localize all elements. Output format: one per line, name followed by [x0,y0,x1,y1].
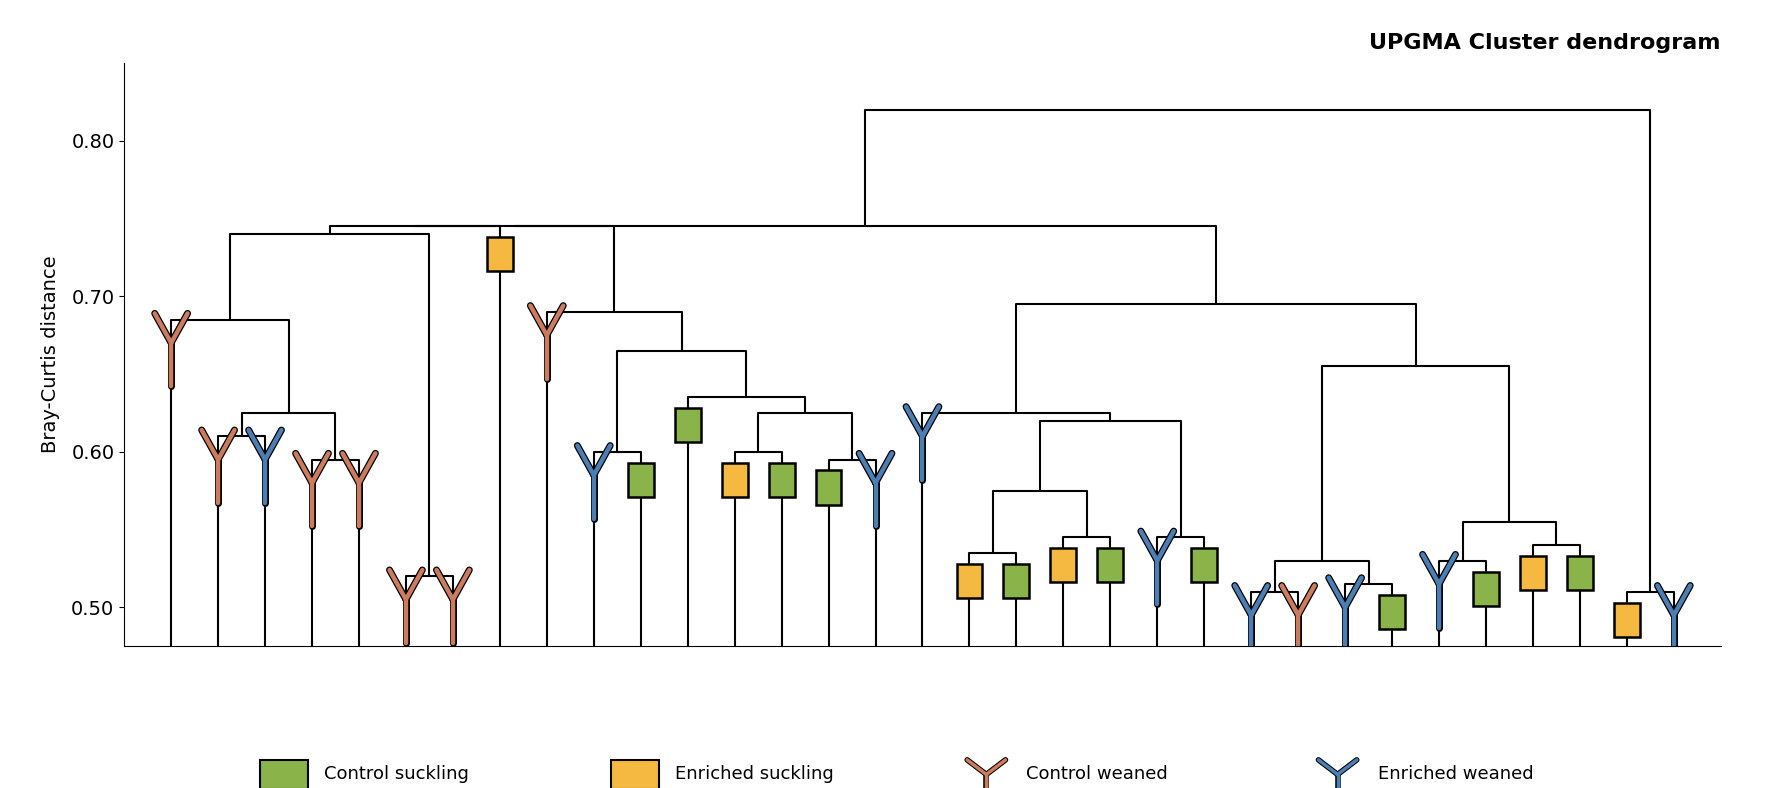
FancyBboxPatch shape [1519,556,1544,590]
FancyBboxPatch shape [259,760,309,788]
FancyBboxPatch shape [1613,603,1638,637]
FancyBboxPatch shape [768,463,794,497]
Text: Enriched suckling: Enriched suckling [674,765,833,783]
FancyBboxPatch shape [956,563,982,598]
FancyBboxPatch shape [1050,548,1076,582]
Y-axis label: Bray-Curtis distance: Bray-Curtis distance [41,256,60,453]
Text: Control weaned: Control weaned [1027,765,1167,783]
FancyBboxPatch shape [1191,548,1216,582]
Text: Enriched weaned: Enriched weaned [1378,765,1532,783]
FancyBboxPatch shape [1378,595,1404,629]
FancyBboxPatch shape [1566,556,1592,590]
Text: UPGMA Cluster dendrogram: UPGMA Cluster dendrogram [1369,33,1720,53]
FancyBboxPatch shape [1097,548,1122,582]
FancyBboxPatch shape [1472,571,1498,606]
FancyBboxPatch shape [610,760,658,788]
FancyBboxPatch shape [628,463,652,497]
FancyBboxPatch shape [1004,563,1028,598]
FancyBboxPatch shape [674,408,700,442]
FancyBboxPatch shape [816,470,840,504]
Text: Control suckling: Control suckling [323,765,468,783]
FancyBboxPatch shape [722,463,746,497]
FancyBboxPatch shape [486,237,512,271]
